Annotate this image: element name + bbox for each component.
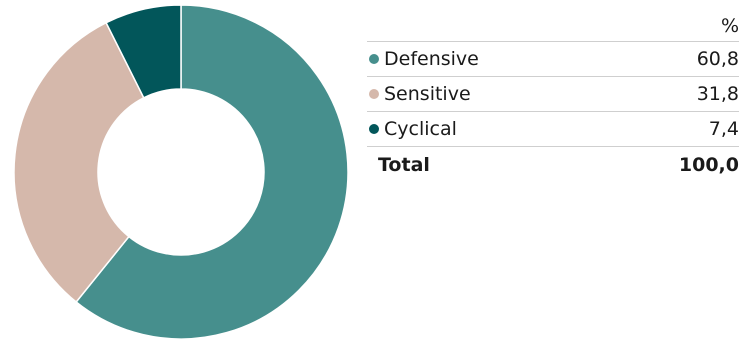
legend-row-sensitive: Sensitive 31,8 (367, 77, 739, 112)
legend-value: 60,8 (696, 48, 739, 70)
legend-dot-sensitive (369, 89, 379, 99)
legend-row-cyclical: Cyclical 7,4 (367, 112, 739, 147)
legend-value: 31,8 (696, 83, 739, 105)
total-value: 100,0 (678, 154, 739, 176)
legend-label: Cyclical (384, 118, 457, 140)
legend-table: % Defensive 60,8 Sensitive 31,8 Cyclical… (367, 10, 739, 183)
total-label: Total (378, 154, 430, 176)
legend-label: Defensive (384, 48, 479, 70)
unit-label: % (720, 14, 739, 37)
legend-row-defensive: Defensive 60,8 (367, 42, 739, 77)
legend-dot-cyclical (369, 124, 379, 134)
legend-header-row: % (367, 10, 739, 42)
donut-slice-sensitive (13, 21, 145, 304)
donut-slice-cyclical (105, 4, 182, 99)
legend-label: Sensitive (384, 83, 471, 105)
legend-dot-defensive (369, 54, 379, 64)
legend-row-total: Total 100,0 (367, 147, 739, 183)
donut-chart (13, 4, 349, 339)
legend-value: 7,4 (708, 118, 739, 140)
donut-slice-defensive (75, 4, 349, 339)
